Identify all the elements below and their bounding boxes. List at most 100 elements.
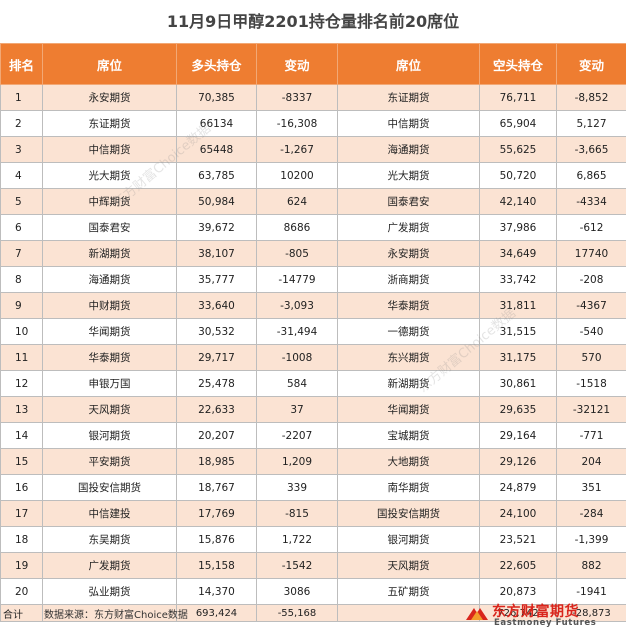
table-row: 12 申银万国 25,478 584 新湖期货 30,861 -1518 [0,370,626,397]
cell-short-seat: 华闻期货 [337,396,480,423]
table-row: 13 天风期货 22,633 37 华闻期货 29,635 -32121 [0,396,626,423]
cell-long-change: -1,267 [256,136,338,163]
cell-short-position: 24,879 [479,474,557,501]
cell-short-position: 76,711 [479,84,557,111]
cell-short-change: -4367 [556,292,626,319]
cell-short-change: 5,127 [556,110,626,137]
cell-long-seat: 中信期货 [42,136,177,163]
cell-rank: 2 [0,110,43,137]
header-rank: 排名 [0,43,43,85]
cell-short-seat: 海通期货 [337,136,480,163]
table-row: 15 平安期货 18,985 1,209 大地期货 29,126 204 [0,448,626,475]
cell-short-position: 24,100 [479,500,557,527]
cell-short-change: -284 [556,500,626,527]
total-short-position: 726,742 [479,604,557,622]
cell-rank: 5 [0,188,43,215]
table-row: 20 弘业期货 14,370 3086 五矿期货 20,873 -1941 [0,578,626,605]
cell-rank: 12 [0,370,43,397]
table-row: 8 海通期货 35,777 -14779 浙商期货 33,742 -208 [0,266,626,293]
cell-short-seat: 银河期货 [337,526,480,553]
cell-rank: 9 [0,292,43,319]
cell-rank: 6 [0,214,43,241]
logo-english-name: Eastmoney Futures [494,618,597,628]
total-empty-cell [42,604,177,622]
cell-short-change: -1,399 [556,526,626,553]
cell-short-change: -3,665 [556,136,626,163]
cell-long-position: 15,876 [176,526,257,553]
cell-long-seat: 国投安信期货 [42,474,177,501]
header-short-seat: 席位 [337,43,480,85]
footer: 数据来源：东方财富Choice数据 东方财富期货 Eastmoney Futur… [0,601,626,629]
cell-short-seat: 宝城期货 [337,422,480,449]
cell-rank: 10 [0,318,43,345]
cell-long-position: 18,985 [176,448,257,475]
header-short-change: 变动 [556,43,626,85]
header-short-position: 空头持仓 [479,43,557,85]
cell-short-position: 23,521 [479,526,557,553]
cell-short-position: 31,175 [479,344,557,371]
cell-rank: 19 [0,552,43,579]
table-row: 3 中信期货 65448 -1,267 海通期货 55,625 -3,665 [0,136,626,163]
cell-long-position: 20,207 [176,422,257,449]
cell-short-position: 55,625 [479,136,557,163]
cell-long-seat: 永安期货 [42,84,177,111]
table-header-row: 排名 席位 多头持仓 变动 席位 空头持仓 变动 [0,43,626,85]
total-row: 合计 693,424 -55,168 726,742 -28,873 [0,604,626,622]
header-long-change: 变动 [256,43,338,85]
cell-long-position: 70,385 [176,84,257,111]
cell-short-seat: 天风期货 [337,552,480,579]
cell-short-seat: 东兴期货 [337,344,480,371]
cell-short-change: -612 [556,214,626,241]
cell-long-seat: 光大期货 [42,162,177,189]
table-row: 7 新湖期货 38,107 -805 永安期货 34,649 17740 [0,240,626,267]
cell-long-change: -31,494 [256,318,338,345]
cell-long-seat: 中财期货 [42,292,177,319]
cell-long-position: 65448 [176,136,257,163]
table-row: 11 华泰期货 29,717 -1008 东兴期货 31,175 570 [0,344,626,371]
cell-long-position: 30,532 [176,318,257,345]
brand-logo: 东方财富期货 Eastmoney Futures [464,601,614,629]
cell-long-change: 584 [256,370,338,397]
table-row: 16 国投安信期货 18,767 339 南华期货 24,879 351 [0,474,626,501]
cell-long-change: 1,722 [256,526,338,553]
cell-long-seat: 东证期货 [42,110,177,137]
table-row: 17 中信建投 17,769 -815 国投安信期货 24,100 -284 [0,500,626,527]
cell-long-change: 8686 [256,214,338,241]
cell-long-change: -2207 [256,422,338,449]
table-row: 19 广发期货 15,158 -1542 天风期货 22,605 882 [0,552,626,579]
eastmoney-logo-icon [466,608,488,620]
cell-rank: 7 [0,240,43,267]
table-row: 10 华闻期货 30,532 -31,494 一德期货 31,515 -540 [0,318,626,345]
cell-rank: 17 [0,500,43,527]
table-row: 1 永安期货 70,385 -8337 东证期货 76,711 -8,852 [0,84,626,111]
cell-long-change: 339 [256,474,338,501]
cell-short-seat: 国投安信期货 [337,500,480,527]
cell-long-position: 50,984 [176,188,257,215]
cell-long-position: 35,777 [176,266,257,293]
cell-long-position: 22,633 [176,396,257,423]
cell-long-seat: 海通期货 [42,266,177,293]
cell-long-change: -1542 [256,552,338,579]
cell-rank: 13 [0,396,43,423]
cell-long-seat: 华闻期货 [42,318,177,345]
cell-short-change: 882 [556,552,626,579]
cell-short-position: 22,605 [479,552,557,579]
cell-long-position: 38,107 [176,240,257,267]
cell-short-position: 30,861 [479,370,557,397]
cell-long-change: -8337 [256,84,338,111]
cell-long-position: 33,640 [176,292,257,319]
cell-long-seat: 银河期货 [42,422,177,449]
cell-short-change: 6,865 [556,162,626,189]
cell-short-change: -771 [556,422,626,449]
cell-rank: 15 [0,448,43,475]
cell-long-seat: 申银万国 [42,370,177,397]
cell-short-change: -540 [556,318,626,345]
cell-short-seat: 广发期货 [337,214,480,241]
cell-short-change: -1518 [556,370,626,397]
cell-short-seat: 华泰期货 [337,292,480,319]
cell-short-position: 31,811 [479,292,557,319]
cell-short-seat: 南华期货 [337,474,480,501]
cell-short-change: -1941 [556,578,626,605]
cell-long-change: -805 [256,240,338,267]
cell-short-seat: 浙商期货 [337,266,480,293]
